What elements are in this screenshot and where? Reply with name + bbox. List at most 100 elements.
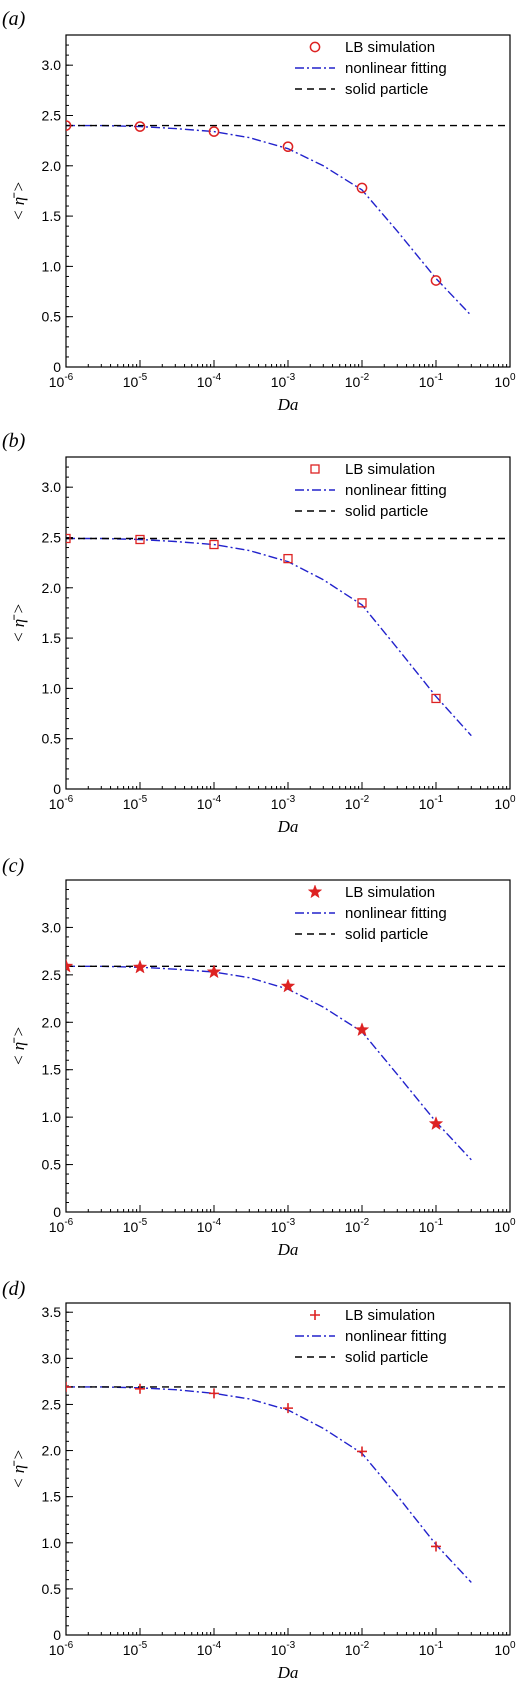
x-tick-label: 10-2	[345, 372, 370, 390]
plot-area	[66, 958, 510, 1161]
x-tick-exponent: -5	[138, 1217, 147, 1228]
x-tick-label: 10-6	[49, 1640, 74, 1658]
y-tick-label: 1.0	[42, 258, 62, 274]
x-tick-label: 10-3	[271, 794, 296, 812]
data-point-square	[209, 539, 219, 550]
x-tick-exponent: -2	[360, 372, 369, 383]
panel-label: (b)	[2, 430, 26, 452]
chart-panel-3: (d) 0 0.5 1.0 1.5 2.0 2.5 3.0 3.5 10-6 10-5 10-4 10-…	[2, 1278, 516, 1682]
x-tick-exponent: -6	[64, 372, 73, 383]
data-point-star	[206, 964, 222, 979]
data-point-plus	[431, 1541, 441, 1552]
chart-panel-0: (a) 0 0.5 1.0 1.5 2.0 2.5 3.0 10-6 10-5 10-4 10-3 10…	[2, 8, 516, 414]
x-axis-label: Da	[277, 395, 299, 414]
plot-area	[66, 533, 510, 737]
plot-frame	[65, 879, 511, 1213]
legend-entry: LB simulation	[345, 39, 435, 56]
y-tick-label: 1.0	[42, 680, 62, 696]
x-tick-label: 10-5	[123, 794, 148, 812]
y-axis-label: < η̄ >	[9, 181, 28, 221]
y-tick-label: 2.0	[42, 158, 62, 174]
y-tick-label: 2.5	[42, 529, 62, 545]
y-axis-label: < η̄ >	[9, 603, 28, 643]
x-tick-exponent: -1	[434, 1217, 443, 1228]
x-tick-label: 10-5	[123, 1217, 148, 1235]
x-tick-label: 10-4	[197, 372, 222, 390]
data-point-plus	[357, 1446, 367, 1457]
y-tick-label: 0	[53, 781, 61, 797]
x-tick-exponent: -3	[286, 794, 295, 805]
x-tick-exponent: -5	[138, 372, 147, 383]
x-tick-exponent: 0	[510, 372, 516, 383]
x-tick-label: 10-6	[49, 794, 74, 812]
x-tick-label: 10-1	[419, 794, 444, 812]
x-tick-exponent: -3	[286, 372, 295, 383]
x-tick-exponent: -1	[434, 1640, 443, 1651]
y-tick-label: 3.5	[42, 1304, 62, 1320]
y-tick-label: 0.5	[42, 1157, 62, 1173]
data-point-square	[357, 598, 367, 608]
x-tick-exponent: -2	[360, 794, 369, 805]
data-point-circle	[356, 182, 368, 194]
x-tick-label: 10-3	[271, 1217, 296, 1235]
y-tick-label: 0	[53, 1204, 61, 1220]
y-tick-label: 1.5	[42, 1489, 62, 1505]
chart-panel-2: (c) 0 0.5 1.0 1.5 2.0 2.5 3.0 10-6 10-5 10-4 10-3 10…	[2, 855, 516, 1259]
data-point-square	[135, 534, 145, 545]
data-point-circle	[134, 121, 146, 132]
x-tick-label: 10-1	[419, 1640, 444, 1658]
data-point-plus	[283, 1403, 293, 1414]
legend-entry: nonlinear fitting	[345, 1328, 447, 1345]
data-point-plus	[135, 1383, 145, 1394]
x-tick-label: 10-6	[49, 1217, 74, 1235]
x-tick-exponent: -3	[286, 1640, 295, 1651]
x-tick-exponent: -4	[212, 794, 221, 805]
x-tick-label: 100	[494, 1217, 516, 1235]
data-point-square	[283, 553, 293, 564]
legend-entry: solid particle	[345, 81, 428, 98]
legend-entry: nonlinear fitting	[345, 905, 447, 922]
y-tick-label: 1.0	[42, 1535, 62, 1551]
panel-label: (c)	[2, 855, 25, 877]
y-tick-label: 2.5	[42, 107, 62, 123]
data-point-square	[431, 693, 441, 704]
data-point-plus	[66, 1381, 71, 1392]
data-point-circle	[282, 141, 294, 153]
data-point-plus	[209, 1388, 219, 1399]
x-tick-exponent: -6	[64, 1640, 73, 1651]
x-tick-label: 100	[494, 794, 516, 812]
x-tick-label: 10-2	[345, 794, 370, 812]
x-tick-exponent: -6	[64, 794, 73, 805]
x-tick-label: 10-5	[123, 1640, 148, 1658]
plot-area	[66, 1381, 510, 1583]
y-tick-label: 2.0	[42, 580, 62, 596]
series-line-nonlinear-fitting	[66, 1386, 472, 1583]
legend-entry: solid particle	[345, 1349, 428, 1366]
plot-frame	[65, 34, 511, 368]
y-tick-label: 3.0	[42, 57, 62, 73]
series-line-nonlinear-fitting	[66, 124, 472, 317]
y-tick-label: 3.0	[42, 479, 62, 495]
legend-marker-square	[310, 464, 320, 474]
x-tick-label: 10-2	[345, 1217, 370, 1235]
y-axis-label: < η̄ >	[9, 1449, 28, 1489]
y-tick-label: 2.0	[42, 1014, 62, 1030]
plot-area	[66, 120, 510, 317]
y-tick-label: 3.0	[42, 919, 62, 935]
x-tick-exponent: -1	[434, 794, 443, 805]
x-axis-label: Da	[277, 1663, 299, 1682]
x-tick-label: 100	[494, 1640, 516, 1658]
plot-frame	[65, 1302, 511, 1636]
x-tick-exponent: -2	[360, 1640, 369, 1651]
x-tick-exponent: -4	[212, 1640, 221, 1651]
data-point-circle	[208, 126, 220, 137]
x-tick-label: 10-5	[123, 372, 148, 390]
y-tick-label: 0.5	[42, 731, 62, 747]
data-point-circle	[66, 120, 72, 131]
data-point-star	[66, 958, 74, 973]
y-tick-label: 0.5	[42, 309, 62, 325]
x-tick-label: 10-4	[197, 1217, 222, 1235]
legend-entry: LB simulation	[345, 1307, 435, 1324]
x-tick-label: 10-1	[419, 372, 444, 390]
legend-entry: LB simulation	[345, 884, 435, 901]
